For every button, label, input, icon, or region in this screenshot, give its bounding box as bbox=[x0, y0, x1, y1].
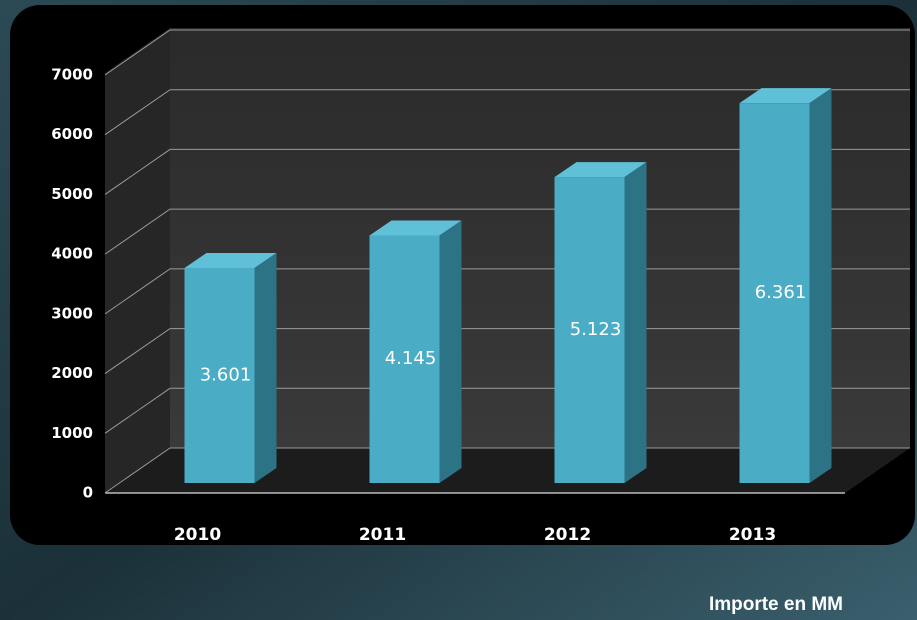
floor bbox=[105, 448, 910, 493]
footnote: Importe en MM bbox=[709, 594, 843, 615]
value-label: 6.361 bbox=[755, 282, 807, 303]
grid-line bbox=[104, 148, 910, 195]
bar-side bbox=[439, 220, 462, 483]
y-tick-label: 0 bbox=[83, 484, 93, 502]
grid-line bbox=[104, 29, 910, 76]
x-tick-label: 2012 bbox=[544, 525, 591, 545]
bar-top bbox=[554, 162, 647, 178]
back-wall bbox=[170, 28, 910, 448]
y-tick-label: 3000 bbox=[51, 304, 93, 322]
y-tick-label: 1000 bbox=[51, 424, 93, 442]
value-label: 3.601 bbox=[200, 364, 252, 385]
grid-line bbox=[104, 447, 910, 494]
grid-line bbox=[104, 387, 910, 434]
grid-line bbox=[104, 208, 910, 255]
y-tick-label: 4000 bbox=[51, 245, 93, 263]
value-label: 5.123 bbox=[570, 319, 622, 340]
bar bbox=[739, 103, 810, 484]
grid-line bbox=[104, 89, 910, 136]
bar-top bbox=[739, 88, 832, 104]
bar bbox=[554, 177, 625, 483]
bar bbox=[184, 267, 255, 483]
y-tick-label: 7000 bbox=[51, 66, 93, 84]
grid-line bbox=[104, 268, 910, 315]
side-wall bbox=[105, 28, 170, 493]
y-tick-label: 5000 bbox=[51, 185, 93, 203]
y-tick-label: 6000 bbox=[51, 125, 93, 143]
x-tick-label: 2013 bbox=[729, 525, 776, 545]
bar-side bbox=[809, 88, 832, 484]
bar-top bbox=[369, 220, 462, 236]
bar-side bbox=[254, 252, 277, 483]
x-tick-label: 2010 bbox=[174, 525, 221, 545]
grid-line bbox=[104, 328, 910, 374]
y-tick-label: 2000 bbox=[51, 364, 93, 382]
value-label: 4.145 bbox=[385, 348, 437, 369]
x-tick-label: 2011 bbox=[359, 525, 406, 545]
bar bbox=[369, 235, 440, 483]
bar-side bbox=[624, 162, 647, 483]
bar-top bbox=[184, 252, 277, 268]
